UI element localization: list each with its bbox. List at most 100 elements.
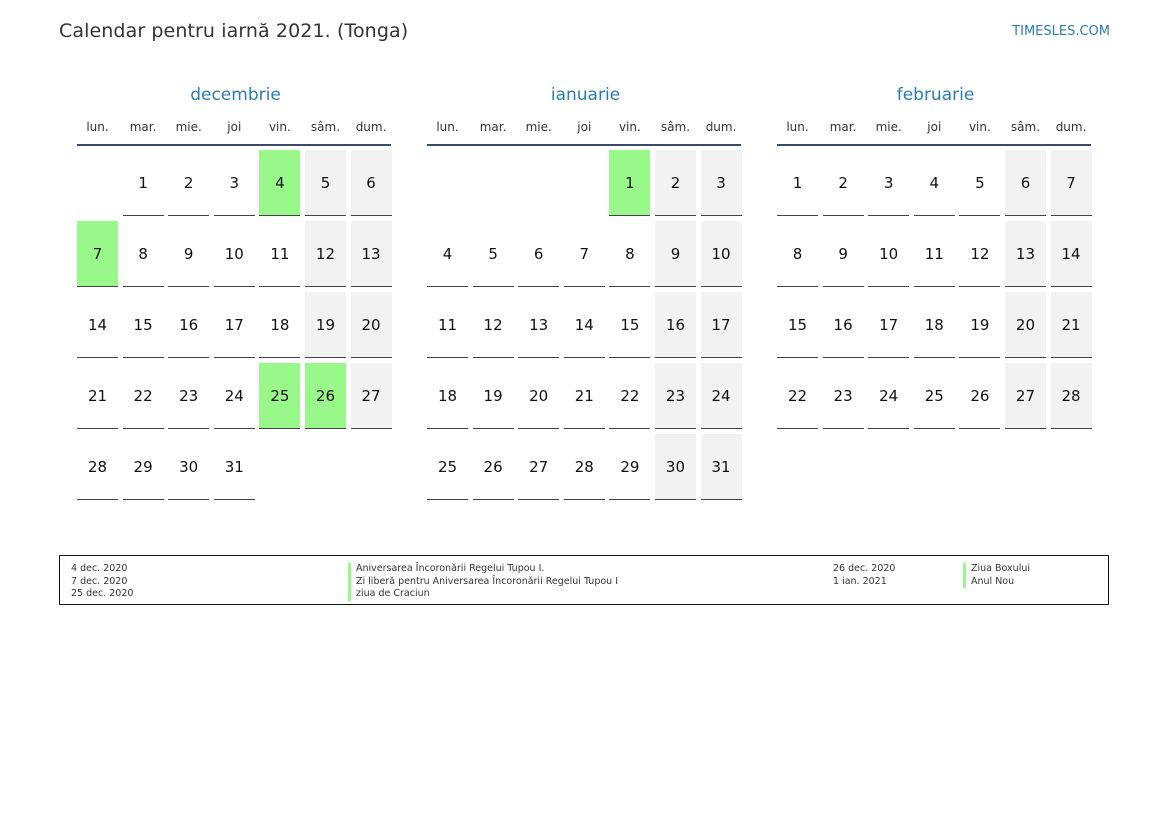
day-cell: 8	[609, 221, 651, 287]
legend-date: 26 dec. 2020	[833, 563, 896, 574]
day-cell: 30	[654, 434, 696, 500]
weekday-label: vin.	[268, 120, 291, 134]
day-cell: 23	[822, 363, 864, 429]
day-cell: 25	[427, 434, 468, 500]
day-cell: 20	[518, 363, 560, 429]
day-cell: 17	[868, 292, 910, 358]
weekday-header: lun. mar. mie. joi vin. sâm. dum.	[77, 114, 391, 146]
day-cell: 3	[700, 150, 742, 216]
day-cell: 30	[168, 434, 210, 500]
day-cell: 8	[122, 221, 164, 287]
weekday-label: lun.	[786, 120, 809, 134]
day-cell: 25	[913, 363, 955, 429]
day-cell: 26	[959, 363, 1001, 429]
day-cell: 28	[563, 434, 605, 500]
day-cell: 27	[518, 434, 560, 500]
day-cell: 21	[563, 363, 605, 429]
day-cell: 19	[304, 292, 346, 358]
day-cell: 27	[1004, 363, 1046, 429]
day-cell-holiday: 7	[77, 221, 118, 287]
legend-holiday-name: Zi liberă pentru Aniversarea Încoronării…	[348, 575, 618, 589]
page-title: Calendar pentru iarnă 2021. (Tonga)	[59, 20, 409, 42]
day-cell: 15	[777, 292, 818, 358]
day-cell: 5	[472, 221, 514, 287]
day-cell: 15	[609, 292, 651, 358]
legend-date: 1 ian. 2021	[833, 575, 887, 587]
day-cell: 24	[868, 363, 910, 429]
day-cell: 31	[700, 434, 742, 500]
legend-right-names: Ziua Boxului Anul Nou	[963, 563, 1030, 589]
day-cell: 14	[563, 292, 605, 358]
weekday-label: vin.	[618, 120, 641, 134]
day-cell: 18	[427, 363, 468, 429]
day-cell: 22	[777, 363, 818, 429]
empty-cell	[427, 150, 468, 216]
day-cell: 17	[213, 292, 255, 358]
day-cell: 3	[868, 150, 910, 216]
weekday-label: mar.	[829, 120, 857, 134]
day-cell: 6	[518, 221, 560, 287]
empty-cell	[77, 150, 118, 216]
legend-holiday-name: ziua de Craciun	[348, 588, 618, 601]
weekday-label: vin.	[968, 120, 991, 134]
weekday-label: joi	[577, 120, 592, 134]
day-cell: 22	[122, 363, 164, 429]
day-cell: 7	[1050, 150, 1092, 216]
holiday-legend: 4 dec. 2020 7 dec. 2020 25 dec. 2020 Ani…	[59, 555, 1109, 605]
day-cell: 12	[959, 221, 1001, 287]
weekday-label: mar.	[479, 120, 507, 134]
day-cell: 8	[777, 221, 818, 287]
weekday-label: joi	[227, 120, 242, 134]
day-cell-holiday: 25	[259, 363, 301, 429]
weekday-label: sâm.	[310, 120, 341, 134]
month-title: decembrie	[190, 85, 281, 105]
day-cell: 19	[472, 363, 514, 429]
day-cell: 11	[259, 221, 301, 287]
weekday-label: dum.	[1055, 120, 1087, 134]
day-cell: 1	[777, 150, 818, 216]
day-cell: 16	[654, 292, 696, 358]
weekday-label: mie.	[525, 120, 552, 134]
day-cell: 1	[122, 150, 164, 216]
weekday-label: dum.	[355, 120, 387, 134]
day-cell: 20	[350, 292, 392, 358]
legend-right-dates: 26 dec. 2020 1 ian. 2021	[833, 563, 895, 588]
day-cell: 13	[518, 292, 560, 358]
day-cell: 10	[868, 221, 910, 287]
day-cell: 10	[213, 221, 255, 287]
day-cell: 22	[609, 363, 651, 429]
month-title: februarie	[896, 85, 975, 105]
day-cell: 7	[563, 221, 605, 287]
day-cell: 23	[654, 363, 696, 429]
day-cell: 15	[122, 292, 164, 358]
day-cell: 12	[304, 221, 346, 287]
day-cell: 3	[213, 150, 255, 216]
weekday-label: mie.	[175, 120, 202, 134]
weekday-label: lun.	[436, 120, 459, 134]
day-grid: 1 2 3 4 5 6 7 8 9 10 11 12 13 14 15 16 17 18 19 20 21 22 23 24 2…	[77, 150, 392, 500]
day-cell: 12	[472, 292, 514, 358]
day-cell: 27	[350, 363, 392, 429]
day-cell: 13	[350, 221, 392, 287]
day-grid: 1 2 3 4 5 6 7 8 9 10 11 12 13 14 15 16 17 18 19 20 21 22 23 24 2…	[427, 150, 742, 500]
weekday-label: sâm.	[660, 120, 691, 134]
day-cell: 2	[654, 150, 696, 216]
day-cell-holiday: 26	[304, 363, 346, 429]
legend-holiday-name: Aniversarea Încoronării Regelui Tupou I.	[348, 563, 618, 576]
day-cell: 14	[1050, 221, 1092, 287]
month-title: ianuarie	[550, 85, 621, 105]
day-cell: 4	[427, 221, 468, 287]
weekday-label: sâm.	[1010, 120, 1041, 134]
weekday-header: lun. mar. mie. joi vin. sâm. dum.	[427, 114, 741, 146]
legend-left-names: Aniversarea Încoronării Regelui Tupou I.…	[348, 563, 618, 601]
legend-holiday-name: Anul Nou	[963, 575, 1030, 589]
day-cell: 11	[427, 292, 468, 358]
day-cell: 29	[609, 434, 651, 500]
day-cell: 6	[350, 150, 392, 216]
day-cell: 20	[1004, 292, 1046, 358]
site-link[interactable]: TIMESLES.COM	[1012, 24, 1110, 39]
weekday-label: lun.	[86, 120, 109, 134]
